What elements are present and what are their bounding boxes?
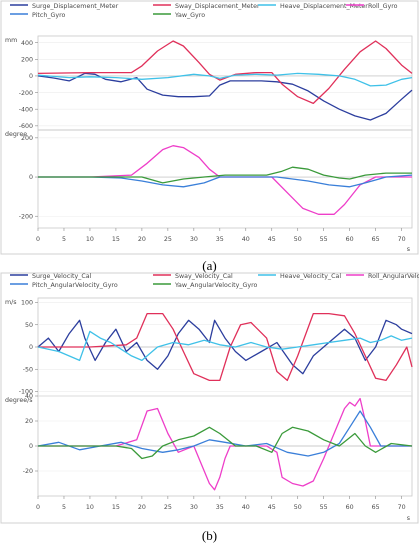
y-tick-label: -200 [19,213,33,220]
legend-label: Surge_Velocity_Cal [32,273,92,280]
legend-label: Surge_Displacement_Meter [32,3,119,10]
legend-label: Roll_AngularVelocity_Gyro [368,273,419,280]
legend-item: Sway_Displacement_Meter [153,3,260,10]
legend-item: Yaw_Gyro [153,12,205,19]
series-line [37,72,413,87]
legend-label: Sway_Velocity_Cal [175,273,233,280]
y-tick-label: 0 [29,73,33,80]
y-tick-label: 400 [21,40,33,47]
y-tick-label: -600 [19,123,33,130]
y-tick-label: 200 [21,56,33,63]
legend-item: Sway_Velocity_Cal [153,273,233,280]
series-line [37,319,413,375]
x-tick-label: 70 [398,504,406,511]
legend-label: Sway_Displacement_Meter [175,3,260,10]
y-tick-label: -50 [23,366,33,373]
x-tick-label: 55 [320,504,328,511]
y-tick-label: 100 [21,300,33,307]
x-tick-label: 5 [62,504,66,511]
legend-label: Roll_Gyro [368,3,398,10]
x-tick-label: 25 [164,236,172,243]
y-tick-label: 0 [29,174,33,181]
x-tick-label: 65 [372,504,380,511]
series-line [37,410,412,457]
x-axis-label: s [407,515,410,522]
x-tick-label: 65 [372,236,380,243]
y-tick-label: -20 [23,468,33,475]
legend-label: Pitch_AngularVelocity_Gyro [32,282,118,289]
x-tick-label: 40 [242,236,250,243]
y-tick-label: 0 [29,443,33,450]
x-tick-label: 20 [138,504,146,511]
panel-unit-label: degree/s [5,397,32,404]
x-tick-label: 15 [112,504,120,511]
x-tick-label: 0 [36,236,40,243]
legend-item: Heave_Displacement_Meter [258,3,368,10]
series-line [38,145,412,215]
legend-label: Pitch_Gyro [32,12,66,19]
x-tick-label: 10 [86,236,94,243]
x-tick-label: 40 [242,504,250,511]
legend-item: Roll_AngularVelocity_Gyro [346,273,419,280]
caption-b: (b) [201,528,218,543]
x-tick-label: 60 [346,236,354,243]
x-tick-label: 30 [190,504,198,511]
series-line [38,426,413,460]
legend-label: Heave_Velocity_Cal [280,273,341,280]
chart-frame-b [0,272,419,524]
x-tick-label: 15 [112,236,120,243]
y-tick-label: 20 [25,418,33,425]
x-tick-label: 5 [62,236,66,243]
y-tick-label: 0 [29,344,33,351]
legend-label: Yaw_AngularVelocity_Gyro [174,282,258,289]
x-tick-label: 45 [268,236,276,243]
chart-b: Surge_Velocity_Cal Sway_Velocity_Cal Heave… [0,272,419,524]
legend-item: Yaw_AngularVelocity_Gyro [153,282,258,289]
x-tick-label: 50 [294,236,302,243]
legend-item: Roll_Gyro [346,3,398,10]
panel-unit-label: degree [5,131,27,138]
x-tick-label: 55 [320,236,328,243]
legend-item: Surge_Displacement_Meter [10,3,119,10]
y-tick-label: -200 [19,90,33,97]
y-tick-label: -400 [19,106,33,113]
chart-frame-a [0,0,419,255]
x-tick-label: 50 [294,504,302,511]
series-line [37,40,413,105]
panel-frame [37,129,413,229]
x-tick-label: 70 [398,236,406,243]
x-tick-label: 35 [216,504,224,511]
caption-a: (a) [202,258,217,273]
legend-label: Yaw_Gyro [174,12,205,19]
x-axis-label: s [407,246,410,253]
legend-item: Surge_Velocity_Cal [10,273,92,280]
chart-a: Surge_Displacement_Meter Sway_Displacemen… [0,0,419,255]
legend-label: Heave_Displacement_Meter [280,3,368,10]
series-line [37,330,413,362]
x-tick-label: 35 [216,236,224,243]
x-tick-label: 20 [138,236,146,243]
x-tick-label: 60 [346,504,354,511]
x-tick-label: 30 [190,236,198,243]
x-tick-label: 10 [86,504,94,511]
legend-item: Heave_Velocity_Cal [258,273,341,280]
series-line [37,72,413,121]
y-tick-label: 200 [21,135,33,142]
x-tick-label: 25 [164,504,172,511]
legend-item: Pitch_Gyro [10,12,66,19]
series-line [38,312,413,382]
y-tick-label: 50 [25,322,33,329]
series-line [38,166,412,184]
panel-unit-label: mm [5,37,17,44]
series-line [38,397,412,491]
series-line [38,174,413,188]
legend-item: Pitch_AngularVelocity_Gyro [10,282,118,289]
y-tick-label: 40 [25,393,33,400]
y-tick-label: -100 [19,389,33,396]
x-tick-label: 45 [268,504,276,511]
panel-unit-label: m/s [5,299,17,306]
x-tick-label: 0 [36,504,40,511]
